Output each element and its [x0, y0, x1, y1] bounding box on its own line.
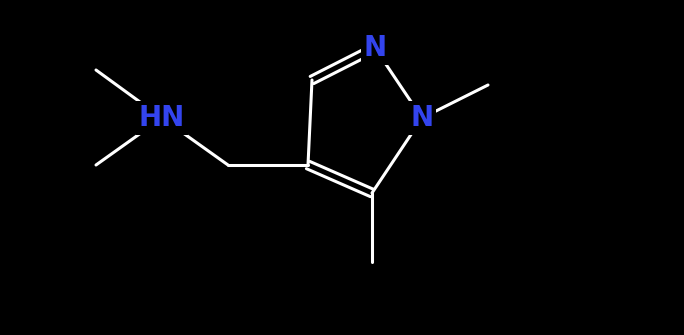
- Text: N: N: [363, 34, 386, 62]
- Text: HN: HN: [139, 104, 185, 132]
- Text: N: N: [410, 104, 434, 132]
